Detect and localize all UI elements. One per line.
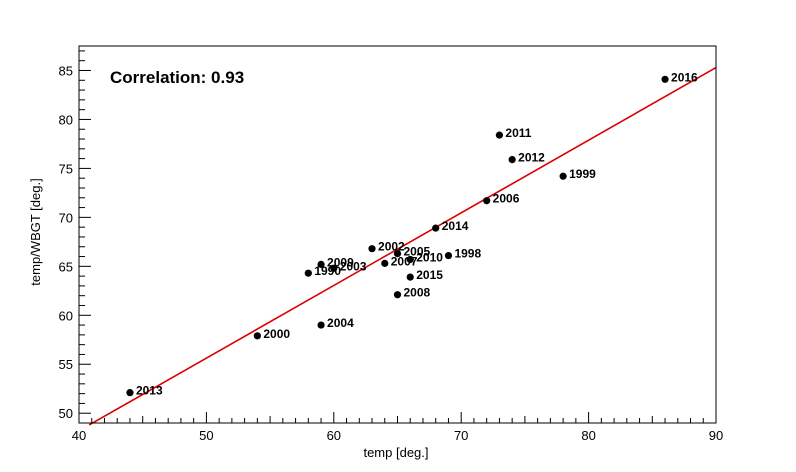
data-point-label: 2016 — [671, 70, 698, 84]
data-point-label: 2009 — [327, 255, 354, 269]
y-tick-label: 60 — [59, 308, 73, 323]
correlation-annotation: Correlation: 0.93 — [110, 68, 244, 87]
y-tick-label: 55 — [59, 357, 73, 372]
data-point — [393, 249, 402, 258]
x-tick-label: 60 — [327, 428, 341, 443]
y-tick-label: 85 — [59, 63, 73, 78]
y-tick-label: 75 — [59, 161, 73, 176]
data-point — [368, 245, 376, 253]
data-point-label: 1999 — [569, 167, 596, 181]
data-point — [317, 260, 325, 268]
data-point — [661, 75, 669, 83]
data-point — [444, 251, 453, 260]
y-tick-label: 70 — [59, 210, 73, 225]
y-tick-label: 50 — [59, 406, 73, 421]
data-point — [559, 172, 567, 180]
data-point-label: 2006 — [493, 192, 520, 206]
data-point-label: 2008 — [404, 286, 431, 300]
data-point-label: 2005 — [404, 245, 431, 259]
x-tick-label: 40 — [72, 428, 86, 443]
x-axis-title: temp [deg.] — [363, 445, 428, 460]
x-tick-label: 80 — [581, 428, 595, 443]
data-point-label: 2012 — [518, 151, 545, 165]
fit-layer — [88, 66, 717, 426]
data-point-label: 2010 — [416, 250, 443, 264]
data-point — [304, 269, 312, 277]
data-point-label: 2000 — [263, 327, 290, 341]
data-point — [406, 255, 414, 264]
data-point — [495, 131, 504, 139]
points-layer — [126, 75, 669, 397]
data-point — [393, 291, 402, 299]
data-point-label: 2013 — [136, 384, 163, 398]
data-point — [126, 389, 134, 397]
data-point — [508, 155, 516, 164]
data-point — [330, 264, 338, 272]
x-tick-label: 50 — [199, 428, 213, 443]
data-point-label: 2011 — [505, 126, 531, 140]
data-point — [406, 273, 414, 281]
data-point-label: 2014 — [442, 219, 469, 233]
y-tick-label: 65 — [59, 259, 73, 274]
data-point — [381, 259, 389, 267]
data-point-label: 2007 — [391, 254, 418, 268]
data-point — [483, 197, 491, 205]
data-point-label: 2003 — [340, 259, 367, 273]
data-point — [317, 321, 325, 329]
data-point-label: 1998 — [454, 247, 481, 261]
data-point — [432, 224, 440, 232]
y-axis-title: temp/WBGT [deg.] — [28, 178, 43, 285]
data-point-label: 2004 — [327, 316, 354, 330]
data-point — [253, 332, 261, 340]
regression-line — [88, 66, 717, 426]
x-tick-label: 90 — [709, 428, 723, 443]
data-point-label: 1990 — [314, 264, 341, 278]
data-point-label: 2002 — [378, 240, 405, 254]
axes-layer: 40 50 60 70 80 90 50 55 60 65 70 75 80 85 — [59, 45, 723, 443]
x-tick-label: 70 — [454, 428, 468, 443]
data-point-label: 2015 — [416, 268, 443, 282]
y-tick-label: 80 — [59, 112, 73, 127]
